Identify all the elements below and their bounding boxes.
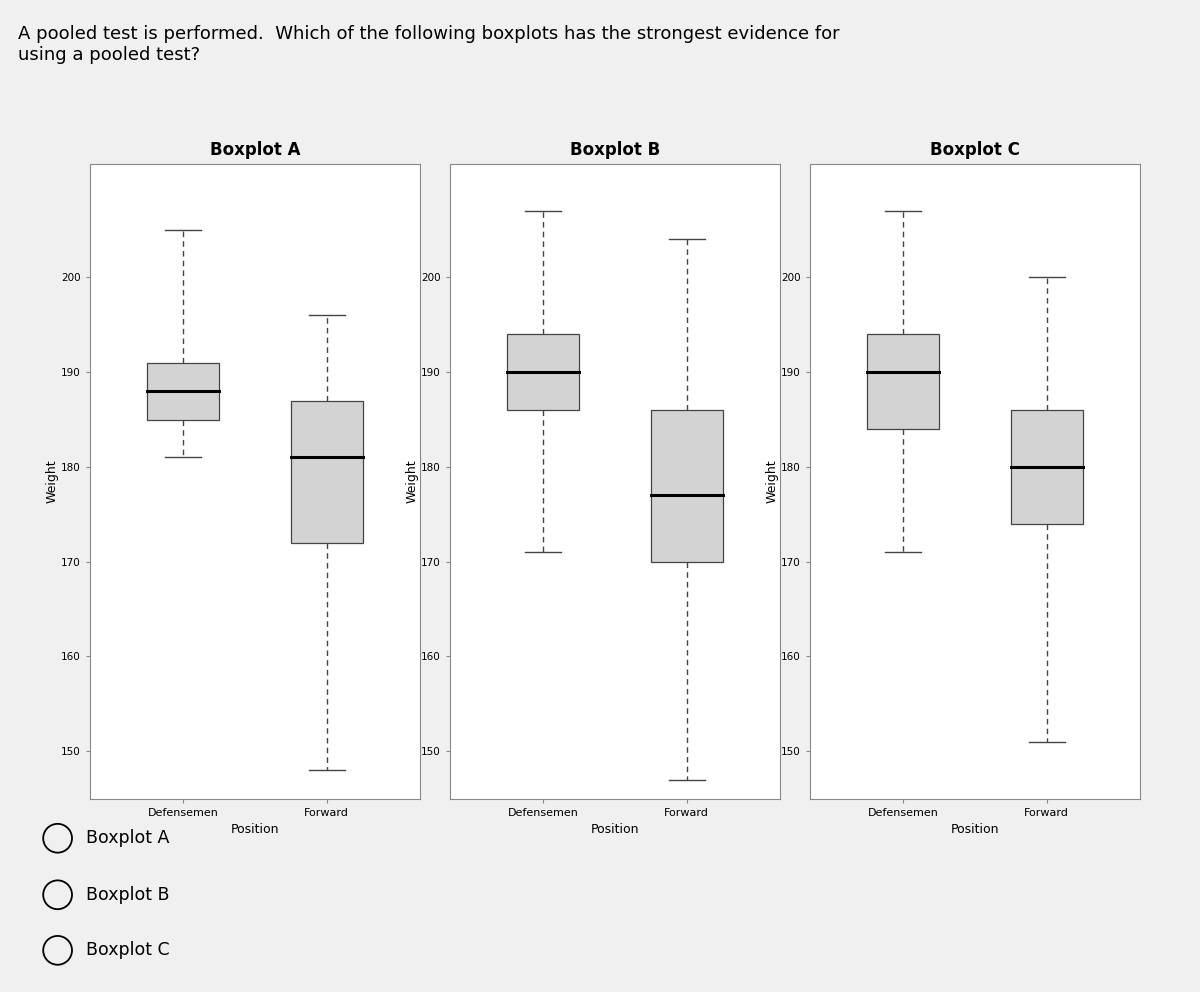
Bar	[290, 401, 362, 543]
X-axis label: Position: Position	[950, 823, 1000, 836]
Y-axis label: Weight: Weight	[766, 459, 779, 503]
Bar	[148, 363, 220, 420]
Text: A pooled test is performed.  Which of the following boxplots has the strongest e: A pooled test is performed. Which of the…	[18, 25, 840, 63]
Title: Boxplot C: Boxplot C	[930, 141, 1020, 160]
Y-axis label: Weight: Weight	[46, 459, 59, 503]
Text: Boxplot B: Boxplot B	[86, 886, 170, 904]
Bar	[868, 334, 940, 429]
Y-axis label: Weight: Weight	[406, 459, 419, 503]
Text: Boxplot C: Boxplot C	[86, 941, 170, 959]
Text: Boxplot A: Boxplot A	[86, 829, 169, 847]
X-axis label: Position: Position	[230, 823, 280, 836]
Title: Boxplot A: Boxplot A	[210, 141, 300, 160]
Title: Boxplot B: Boxplot B	[570, 141, 660, 160]
X-axis label: Position: Position	[590, 823, 640, 836]
Bar	[1010, 410, 1082, 524]
Bar	[508, 334, 580, 410]
Bar	[650, 410, 722, 561]
